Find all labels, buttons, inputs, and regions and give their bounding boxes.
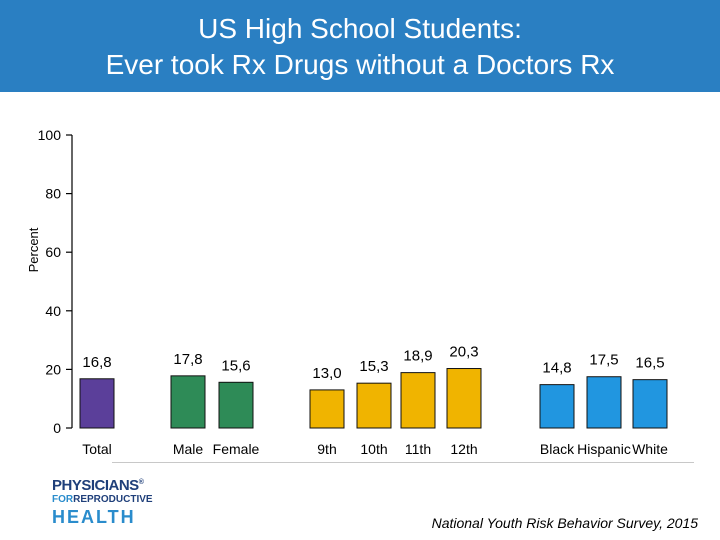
x-tick-label: 12th bbox=[450, 441, 477, 457]
data-label: 14,8 bbox=[542, 360, 571, 377]
x-tick-label: White bbox=[632, 441, 668, 457]
x-tick-label: Hispanic bbox=[577, 441, 631, 457]
x-tick-label: Black bbox=[540, 441, 575, 457]
bar-hispanic bbox=[586, 376, 622, 429]
data-label: 20,3 bbox=[449, 344, 478, 361]
page-title-line1: US High School Students: bbox=[198, 13, 522, 44]
bar-total bbox=[79, 378, 115, 429]
bar-black bbox=[539, 384, 575, 429]
bar-9th bbox=[309, 389, 345, 429]
x-tick-label: Male bbox=[173, 441, 204, 457]
data-label: 15,3 bbox=[359, 358, 388, 375]
data-label: 18,9 bbox=[403, 348, 432, 365]
x-tick-label: 11th bbox=[405, 441, 431, 457]
data-label: 13,0 bbox=[312, 365, 341, 382]
y-tick-label: 100 bbox=[38, 127, 62, 143]
x-tick-label: 9th bbox=[317, 441, 336, 457]
source-citation: National Youth Risk Behavior Survey, 201… bbox=[431, 515, 698, 531]
bar-12th bbox=[446, 368, 482, 429]
bar-10th bbox=[356, 382, 392, 429]
x-tick-label: 10th bbox=[360, 441, 387, 457]
y-tick-label: 60 bbox=[45, 244, 61, 260]
bar-female bbox=[218, 381, 254, 429]
data-label: 15,6 bbox=[221, 357, 250, 374]
y-tick-label: 40 bbox=[45, 303, 61, 319]
x-tick-label: Female bbox=[213, 441, 260, 457]
data-label: 17,5 bbox=[589, 352, 618, 369]
y-tick-label: 0 bbox=[53, 420, 61, 436]
page-title-line2: Ever took Rx Drugs without a Doctors Rx bbox=[105, 49, 615, 80]
title-banner: US High School Students: Ever took Rx Dr… bbox=[0, 0, 720, 92]
bar-white bbox=[632, 379, 668, 429]
data-label: 16,8 bbox=[82, 354, 111, 371]
bar-11th bbox=[400, 372, 436, 429]
data-label: 17,8 bbox=[173, 351, 202, 368]
y-tick-label: 20 bbox=[45, 361, 61, 377]
bar-chart: 0 20 40 60 80 100 16,8 Total 17,8 Male 15,6 Female 1… bbox=[38, 127, 668, 457]
footer-divider bbox=[112, 462, 694, 463]
y-tick-label: 80 bbox=[45, 186, 61, 202]
physicians-for-reproductive-health-logo: PHYSICIANS® FORREPRODUCTIVE HEALTH bbox=[52, 477, 153, 527]
logo-line1: PHYSICIANS® bbox=[52, 477, 144, 494]
bar-male bbox=[170, 375, 206, 429]
logo-line3: HEALTH bbox=[52, 507, 136, 527]
x-tick-label: Total bbox=[82, 441, 112, 457]
logo-line2: FORREPRODUCTIVE bbox=[52, 494, 153, 505]
data-label: 16,5 bbox=[635, 355, 664, 372]
